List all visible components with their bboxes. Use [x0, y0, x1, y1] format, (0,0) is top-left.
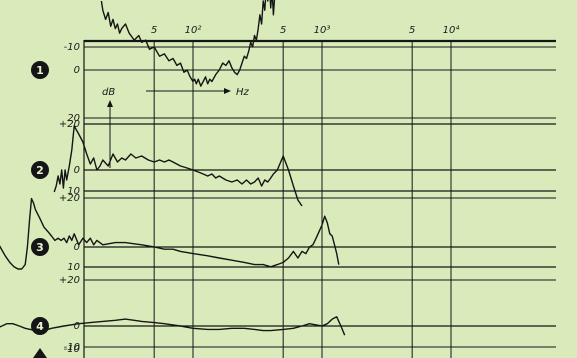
response-curves [0, 0, 346, 336]
level-label: 10 [67, 186, 80, 197]
x-tick-label: 10² [185, 25, 202, 36]
panel-marker-partial [33, 348, 47, 358]
x-tick-label: 10³ [314, 25, 331, 36]
panel-marker-number: 3 [36, 241, 44, 254]
level-label: +20 [59, 193, 80, 204]
level-label: -10 [64, 344, 80, 355]
level-label: 0 [74, 321, 80, 332]
response-curve-panel-4 [0, 316, 346, 336]
x-tick-label: 5 [151, 25, 157, 36]
x-axis-ticks: 5 10² 5 10³ 5 10⁴ [151, 24, 459, 36]
level-label: 20 [67, 113, 80, 124]
x-axis-arrowhead [224, 88, 231, 94]
panel-marker-number: 1 [36, 64, 44, 77]
x-tick-label: 5 [280, 25, 286, 36]
x-tick-label: 5 [409, 25, 415, 36]
level-label: +20 [59, 119, 80, 130]
response-curve-panel-2 [53, 125, 303, 207]
axis-annotation: dB Hz [102, 87, 250, 168]
level-label: 0 [74, 65, 80, 76]
panel-marker-number: 2 [36, 164, 44, 177]
y-axis-arrowhead [107, 100, 113, 107]
level-label: 0 [74, 242, 80, 253]
level-label: -10 [64, 42, 80, 53]
grid-lines [83, 39, 556, 358]
level-label: -10 [64, 342, 80, 353]
x-axis-label: Hz [236, 87, 250, 98]
panel-marker-circle [31, 238, 49, 256]
level-label: 0 [74, 165, 80, 176]
panel-marker-circle [31, 161, 49, 179]
panel-marker-number: 4 [36, 320, 44, 333]
response-curve-panel-1 [100, 0, 276, 87]
level-label: 10 [67, 262, 80, 273]
response-curve-panel-3 [0, 197, 340, 270]
level-label: +20 [59, 275, 80, 286]
y-axis-label: dB [102, 87, 115, 98]
panel-marker-circle [31, 61, 49, 79]
x-tick-label: 10⁴ [443, 24, 460, 36]
